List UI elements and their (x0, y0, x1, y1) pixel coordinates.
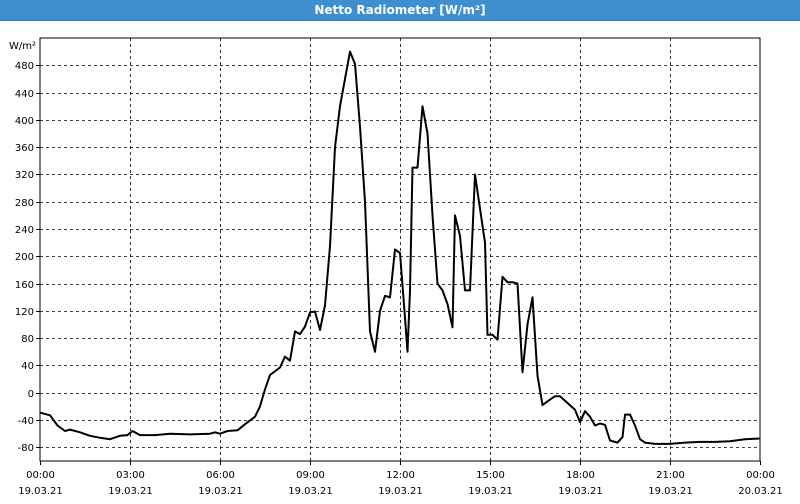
chart-title: Netto Radiometer [W/m²] (0, 0, 800, 21)
x-tick-time-label: 12:00 (386, 470, 415, 481)
x-tick-date-label: 19.03.21 (18, 486, 63, 497)
x-tick-date-label: 19.03.21 (378, 486, 423, 497)
y-axis-unit-label: W/m² (9, 41, 36, 52)
x-tick-date-label: 20.03.21 (738, 486, 783, 497)
y-tick-label: -40 (18, 416, 34, 427)
series-line (39, 50, 761, 445)
x-tick-date-label: 19.03.21 (558, 486, 603, 497)
y-tick-label: 480 (15, 61, 34, 72)
y-tick-label: 280 (15, 198, 34, 209)
y-axis-ticks: 48044040036032028024020016012080400-40-8… (15, 61, 40, 454)
chart-area: W/m² 480 440 400 360 320 280 240 200 160 120 80 40 0… (0, 21, 800, 500)
x-tick-time-label: 00:00 (746, 470, 775, 481)
x-tick-time-label: 09:00 (296, 470, 325, 481)
x-axis-ticks: 00:00 19.03.21 03:00 19.03.21 06:00 19.03.21 0… (18, 461, 783, 497)
x-tick-time-label: 15:00 (476, 470, 505, 481)
y-tick-label: 160 (15, 280, 34, 291)
x-tick-time-label: 06:00 (206, 470, 235, 481)
x-tick-time-label: 21:00 (656, 470, 685, 481)
x-tick-time-label: 03:00 (116, 470, 145, 481)
x-tick-date-label: 19.03.21 (198, 486, 243, 497)
y-tick-label: 40 (21, 361, 34, 372)
x-tick-date-label: 19.03.21 (288, 486, 333, 497)
y-tick-label: 440 (15, 89, 34, 100)
x-tick-date-label: 19.03.21 (648, 486, 693, 497)
x-tick-date-label: 19.03.21 (108, 486, 153, 497)
x-tick-time-label: 18:00 (566, 470, 595, 481)
y-tick-label: 400 (15, 116, 34, 127)
y-tick-label: 120 (15, 307, 34, 318)
y-tick-label: 200 (15, 252, 34, 263)
line-chart: W/m² 48044040036032028024020016012080400… (9, 37, 783, 497)
y-tick-label: 240 (15, 225, 34, 236)
plot-frame (39, 37, 761, 462)
series-group (39, 50, 761, 445)
y-tick-label: 0 (28, 389, 34, 400)
y-tick-label: -80 (18, 443, 34, 454)
grid-lines (40, 38, 760, 461)
y-tick-label: 360 (15, 143, 34, 154)
y-tick-label: 80 (21, 334, 34, 345)
y-tick-label: 320 (15, 170, 34, 181)
x-tick-time-label: 00:00 (26, 470, 55, 481)
x-tick-date-label: 19.03.21 (468, 486, 513, 497)
